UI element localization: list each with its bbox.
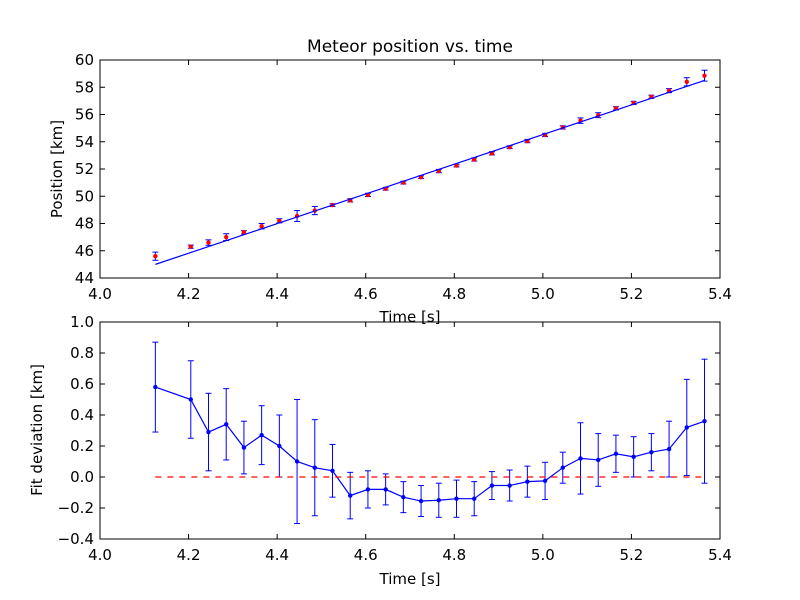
deviation-point bbox=[507, 483, 512, 488]
deviation-point bbox=[702, 419, 707, 424]
deviation-point bbox=[188, 397, 193, 402]
deviation-y-tick-label: 0.2 bbox=[70, 437, 94, 455]
position-point bbox=[206, 240, 211, 245]
deviation-point bbox=[472, 496, 477, 501]
position-point bbox=[224, 234, 229, 240]
deviation-y-tick-label: 0.4 bbox=[70, 406, 94, 424]
deviation-y-tick-label: 0.0 bbox=[70, 468, 94, 486]
deviation-point bbox=[436, 498, 441, 503]
position-point bbox=[153, 254, 158, 259]
position-y-tick-label: 52 bbox=[75, 160, 94, 178]
deviation-point bbox=[330, 468, 335, 473]
position-x-tick-label: 4.0 bbox=[88, 285, 112, 303]
position-y-tick-label: 50 bbox=[75, 187, 94, 205]
deviation-x-tick-label: 4.4 bbox=[265, 546, 289, 564]
position-x-tick-label: 4.8 bbox=[442, 285, 466, 303]
position-x-tick-label: 5.2 bbox=[619, 285, 643, 303]
position-x-tick-label: 4.2 bbox=[177, 285, 201, 303]
position-point bbox=[259, 224, 264, 229]
deviation-point bbox=[401, 494, 406, 500]
deviation-point bbox=[666, 446, 672, 452]
position-y-axis-label: Position [km] bbox=[48, 120, 66, 218]
position-y-tick-label: 44 bbox=[75, 269, 94, 287]
position-x-tick-label: 4.6 bbox=[354, 285, 378, 303]
deviation-point bbox=[560, 465, 565, 470]
deviation-plot-area bbox=[152, 341, 708, 524]
position-x-tick-label: 5.4 bbox=[708, 285, 732, 303]
deviation-point bbox=[259, 432, 264, 438]
position-y-tick-label: 56 bbox=[75, 106, 94, 124]
position-point bbox=[188, 244, 193, 249]
deviation-point bbox=[525, 479, 530, 484]
deviation-point bbox=[206, 429, 211, 435]
position-y-tick-label: 60 bbox=[75, 51, 94, 69]
deviation-x-tick-label: 5.4 bbox=[708, 546, 732, 564]
deviation-x-tick-label: 4.2 bbox=[177, 546, 201, 564]
position-point bbox=[684, 79, 689, 85]
position-y-tick-label: 48 bbox=[75, 215, 94, 233]
deviation-x-tick-label: 4.8 bbox=[442, 546, 466, 564]
position-chart-title: Meteor position vs. time bbox=[307, 37, 513, 57]
deviation-y-axis-label: Fit deviation [km] bbox=[28, 364, 46, 496]
position-point bbox=[241, 230, 247, 235]
deviation-point bbox=[613, 451, 619, 456]
deviation-point bbox=[489, 483, 495, 488]
deviation-point bbox=[348, 493, 353, 498]
deviation-point bbox=[578, 456, 583, 461]
position-x-tick-label: 5.0 bbox=[531, 285, 555, 303]
deviation-point bbox=[596, 457, 601, 463]
deviation-x-tick-label: 4.6 bbox=[354, 546, 378, 564]
position-y-ticks: 44 46 48 50 52 54 56 58 60 bbox=[75, 51, 720, 287]
deviation-point bbox=[312, 465, 317, 470]
deviation-point bbox=[383, 487, 388, 492]
deviation-point bbox=[241, 445, 247, 450]
deviation-panel: 4.0 4.2 4.4 4.6 4.8 5.0 5.2 5.4 −0.4 −0.2 0.0 0.2 0… bbox=[28, 313, 732, 588]
deviation-point bbox=[454, 496, 459, 501]
deviation-y-tick-label: 0.6 bbox=[70, 375, 94, 393]
deviation-y-tick-label: −0.2 bbox=[58, 499, 94, 517]
deviation-x-tick-label: 5.2 bbox=[619, 546, 643, 564]
deviation-y-ticks: −0.4 −0.2 0.0 0.2 0.4 0.6 0.8 1.0 bbox=[58, 313, 720, 548]
deviation-point bbox=[277, 443, 282, 449]
deviation-point bbox=[294, 459, 300, 464]
deviation-point bbox=[365, 487, 371, 492]
position-x-axis-label: Time [s] bbox=[379, 308, 441, 326]
deviation-y-tick-label: 1.0 bbox=[70, 313, 94, 331]
deviation-point bbox=[542, 478, 548, 484]
deviation-point bbox=[418, 498, 424, 504]
deviation-x-tick-label: 4.0 bbox=[88, 546, 112, 564]
deviation-x-tick-label: 5.0 bbox=[531, 546, 555, 564]
deviation-y-tick-label: −0.4 bbox=[58, 530, 94, 548]
position-x-ticks: 4.0 4.2 4.4 4.6 4.8 5.0 5.2 5.4 bbox=[88, 60, 732, 303]
fit-line bbox=[155, 79, 705, 265]
deviation-x-ticks: 4.0 4.2 4.4 4.6 4.8 5.0 5.2 5.4 bbox=[88, 322, 732, 564]
deviation-point bbox=[649, 450, 654, 455]
position-x-tick-label: 4.4 bbox=[265, 285, 289, 303]
deviation-point bbox=[153, 384, 158, 390]
deviation-point bbox=[224, 422, 229, 427]
deviation-x-axis-label: Time [s] bbox=[379, 570, 441, 588]
position-y-tick-label: 54 bbox=[75, 133, 94, 151]
deviation-point bbox=[684, 425, 689, 430]
deviation-point bbox=[631, 454, 636, 460]
deviation-y-tick-label: 0.8 bbox=[70, 344, 94, 362]
position-point bbox=[702, 73, 707, 78]
deviation-axes-frame bbox=[99, 321, 721, 540]
position-panel: Meteor position vs. time 4.0 4.2 4.4 4.6 4.8… bbox=[48, 37, 732, 326]
position-y-tick-label: 46 bbox=[75, 242, 94, 260]
position-y-tick-label: 58 bbox=[75, 78, 94, 96]
position-plot-area bbox=[152, 69, 708, 265]
